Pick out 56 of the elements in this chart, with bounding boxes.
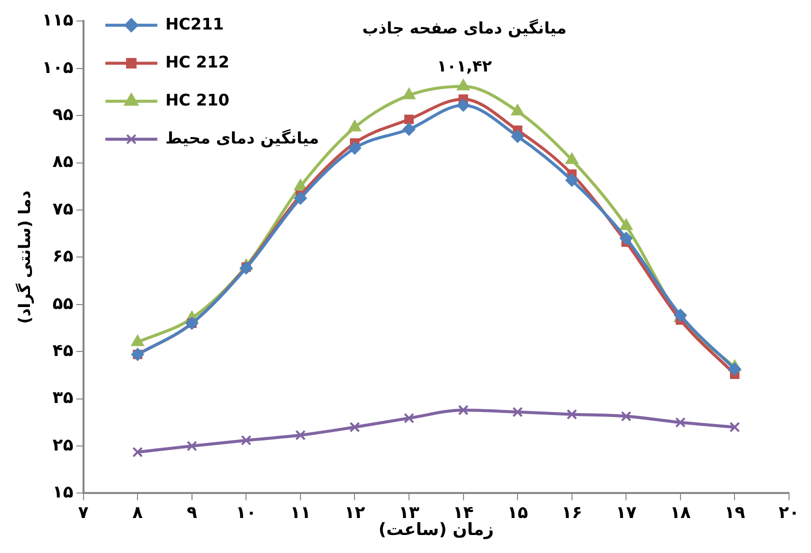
x-tick-label: ۱۲	[344, 502, 366, 523]
point	[456, 98, 470, 112]
point	[348, 142, 362, 155]
x-tick-label: ۱۳	[398, 502, 420, 523]
x-tick-label: ۸	[132, 502, 144, 523]
point	[675, 417, 686, 428]
point	[240, 262, 253, 275]
x-tick-label: ۱۱	[290, 502, 311, 523]
point	[620, 218, 633, 230]
y-tick-label: ۷۵	[52, 199, 74, 220]
point	[240, 435, 252, 446]
legend-label: میانگین دمای محیط	[165, 128, 320, 148]
point	[294, 192, 307, 205]
point	[402, 122, 416, 136]
x-tick-label: ۱۷	[616, 502, 638, 523]
x-tick-label: ۱۴	[452, 502, 474, 523]
y-tick-label: ۱۵	[52, 482, 74, 503]
x-tick-label: ۱۹	[724, 502, 746, 523]
x-tick-label: ۲۰	[778, 502, 800, 523]
point	[511, 130, 524, 143]
y-axis-title: دما (سانتی گراد)	[14, 190, 34, 324]
legend-label: HC211	[165, 14, 224, 34]
x-axis-title: زمان (ساعت)	[378, 520, 494, 540]
point	[512, 406, 523, 418]
x-tick-label: ۷	[78, 502, 90, 523]
x-tick-label: ۱۸	[670, 502, 692, 523]
legend-label: HC 210	[165, 90, 230, 110]
point	[620, 232, 633, 245]
y-tick-label: ۱۱۵	[42, 10, 74, 31]
annotation: ۱۰۱,۴۲	[436, 56, 492, 76]
y-tick-label: ۶۵	[52, 246, 74, 267]
y-tick-label: ۱۰۵	[42, 58, 74, 78]
x-tick-label: ۱۵	[507, 502, 528, 523]
x-tick-label: ۱۰	[236, 502, 257, 523]
point	[566, 409, 578, 420]
x-tick-label: ۱۶	[561, 502, 582, 523]
point	[132, 446, 143, 458]
y-tick-label: ۳۵	[52, 388, 74, 408]
y-tick-label: ۵۵	[52, 294, 74, 314]
point	[729, 422, 740, 432]
point	[620, 411, 632, 422]
point	[728, 362, 742, 376]
point	[295, 430, 306, 440]
legend-label: HC 212	[165, 52, 230, 72]
y-tick-label: ۲۵	[52, 435, 74, 456]
x-tick-label: ۹	[186, 502, 198, 523]
y-tick-label: ۹۵	[52, 105, 74, 126]
y-tick-label: ۸۵	[52, 152, 74, 172]
point	[565, 174, 578, 187]
y-tick-label: ۴۵	[52, 341, 74, 362]
chart-title: میانگین دمای صفحه جاذب	[362, 18, 567, 38]
point	[186, 440, 198, 452]
point	[458, 404, 469, 416]
point	[404, 412, 414, 424]
point	[404, 114, 414, 124]
point	[350, 422, 360, 432]
